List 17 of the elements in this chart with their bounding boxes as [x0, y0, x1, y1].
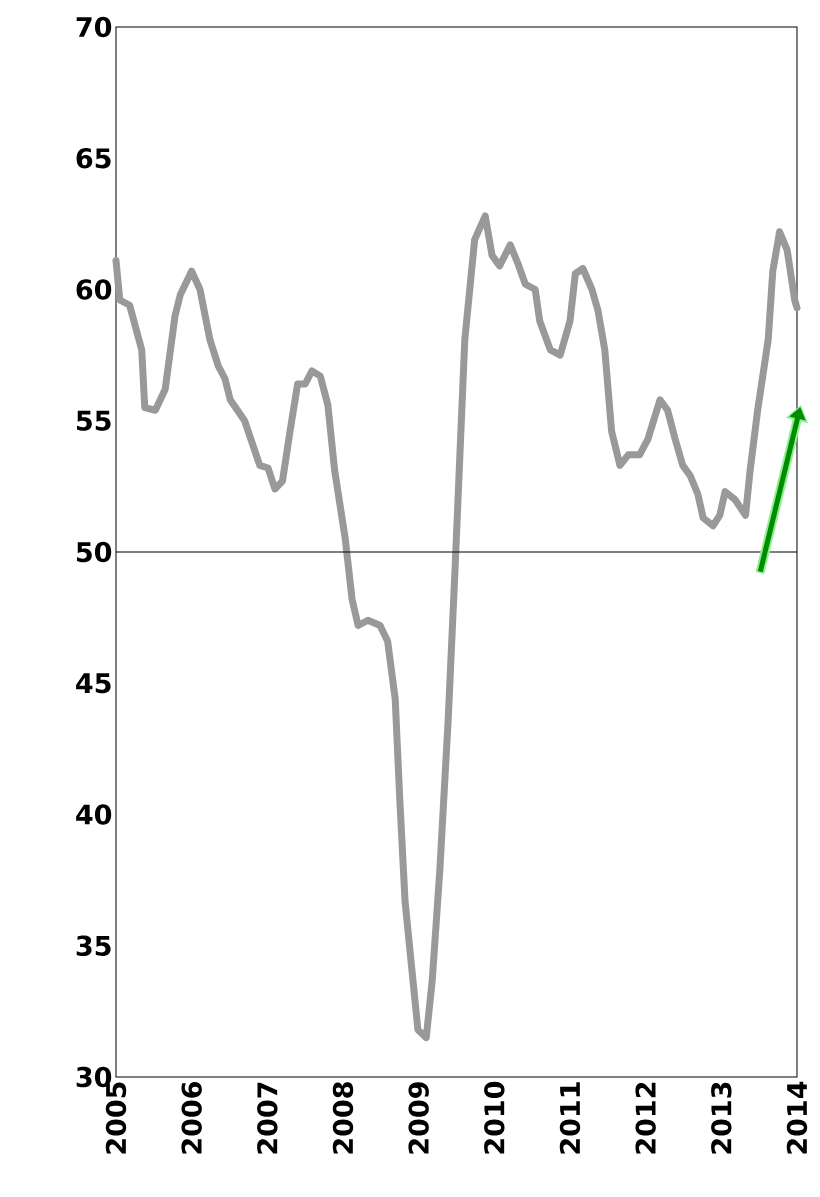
y-tick-label: 50 — [76, 541, 112, 563]
y-tick-label: 60 — [76, 279, 112, 300]
x-tick-label: 2011 — [559, 1082, 581, 1154]
y-tick-label: 55 — [76, 410, 111, 431]
y-tick-label: 35 — [76, 935, 111, 956]
y-tick-label: 45 — [76, 673, 111, 694]
x-tick-label: 2006 — [181, 1081, 202, 1154]
x-tick-label: 2013 — [711, 1082, 732, 1154]
x-tick-label: 2007 — [257, 1082, 278, 1154]
x-tick-label: 2008 — [332, 1082, 354, 1154]
y-tick-label: 40 — [76, 804, 112, 825]
x-tick-label: 2014 — [786, 1081, 808, 1154]
x-tick-label: 2010 — [484, 1081, 505, 1154]
x-tick-label: 2009 — [408, 1082, 429, 1154]
y-tick-label: 70 — [76, 16, 112, 38]
y-tick-label: 65 — [76, 148, 111, 169]
x-tick-label: 2012 — [635, 1082, 656, 1154]
